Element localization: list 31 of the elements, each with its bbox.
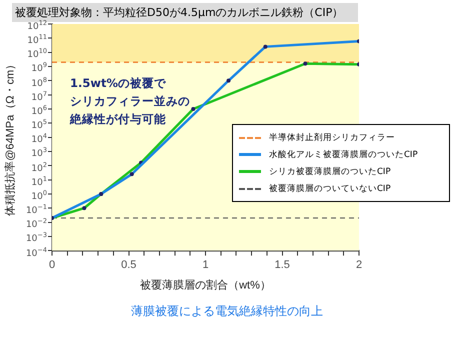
x-tick-label: 0.5	[121, 259, 136, 272]
y-tick-label: 10$^{11}$	[26, 32, 47, 46]
y-tick-label: 10$^{2}$	[31, 160, 47, 174]
y-tick-label: 10$^{−2}$	[24, 216, 47, 230]
y-tick-label: 10$^{8}$	[31, 76, 47, 89]
y-tick-label: 10$^{1}$	[31, 174, 47, 188]
annotation: シリカフィラー並みの	[70, 94, 190, 109]
y-tick-label: 10$^{9}$	[31, 61, 47, 74]
y-tick-label: 10$^{−1}$	[26, 203, 47, 216]
legend-label: シリカ被覆薄膜層のついたCIP	[269, 166, 391, 178]
x-tick-label: 2	[356, 259, 362, 272]
annotation: 1.5wt%の被覆で	[70, 76, 166, 91]
y-tick-label: 10$^{−3}$	[24, 230, 47, 244]
y-axis-title: 体積抵抗率@64MPa（Ω・cm）	[4, 58, 17, 216]
text: 薄膜被覆による電気絶縁特性の向上	[130, 303, 324, 320]
y-tick-label: 10$^{7}$	[31, 90, 47, 103]
y-tick-label: 10$^{10}$	[26, 46, 47, 60]
x-tick-label: 0	[48, 259, 56, 272]
annotation: 絶縁性が付与可能	[70, 112, 166, 127]
x-tick-label: 1.5	[274, 259, 290, 272]
y-tick-label: 10$^{−4}$	[24, 244, 47, 259]
y-tick-label: 10$^{3}$	[31, 146, 47, 160]
y-tick-label: 10$^{5}$	[31, 118, 47, 132]
legend-label: 被覆薄膜層のついていないCIP	[269, 182, 391, 194]
x-tick-label: 1	[202, 259, 209, 272]
legend-label: 水酸化アルミ被覆薄膜層のついたCIP	[269, 148, 418, 160]
legend-label: 半導体封止剤用シリカフィラー	[269, 132, 395, 144]
y-tick-label: 10$^{0}$	[31, 188, 47, 202]
y-tick-label: 10$^{4}$	[31, 132, 47, 146]
x-axis-title: 被覆薄膜層の割合（wt%）	[140, 278, 271, 292]
y-tick-label: 10$^{6}$	[31, 104, 47, 117]
